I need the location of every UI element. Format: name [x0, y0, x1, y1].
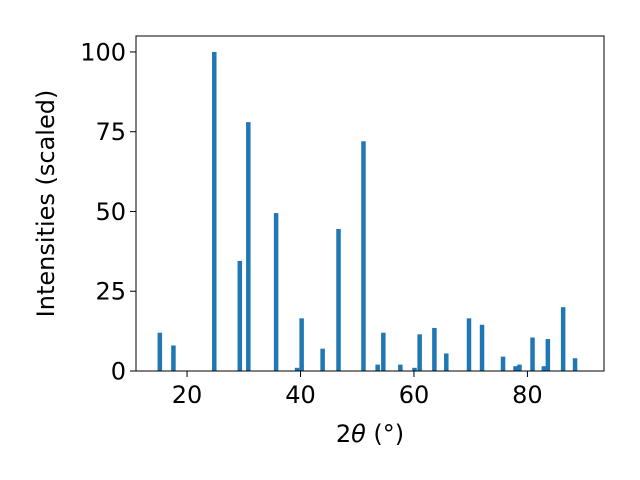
bar: [294, 367, 300, 371]
x-tick-label: 80: [512, 381, 543, 409]
bar: [466, 318, 472, 371]
bar: [381, 332, 386, 371]
bar: [299, 318, 304, 371]
bar: [273, 213, 279, 371]
y-tick-label: 0: [111, 358, 126, 386]
bar: [246, 122, 251, 371]
x-axis-label-unit: (°): [366, 420, 404, 448]
y-tick-label: 25: [95, 278, 126, 306]
x-tick-label: 40: [285, 381, 316, 409]
bar: [171, 345, 176, 371]
bar: [560, 307, 566, 371]
bar: [530, 337, 535, 371]
x-axis-label-number: 2: [336, 420, 351, 448]
bar: [157, 332, 163, 371]
bar: [336, 229, 341, 371]
bar: [517, 364, 522, 371]
bar: [572, 358, 578, 371]
bar: [212, 51, 217, 371]
bar: [375, 364, 380, 371]
x-axis: 20 40 60 80: [172, 371, 543, 409]
y-tick-label: 75: [95, 118, 126, 146]
bar: [545, 339, 551, 371]
x-tick-label: 20: [172, 381, 203, 409]
bar: [479, 324, 485, 371]
bar: [412, 367, 417, 371]
y-axis: 0 25 50 75 100: [80, 38, 136, 386]
bar: [541, 366, 547, 371]
y-axis-label: Intensities (scaled): [32, 90, 60, 318]
x-axis-label: 2θ (°): [336, 420, 404, 448]
bar: [320, 348, 325, 371]
plot-area-frame: [135, 35, 605, 372]
bar: [500, 356, 506, 371]
bar-series: [157, 51, 578, 371]
x-axis-label-theta: θ: [351, 420, 366, 448]
x-tick-label: 60: [399, 381, 430, 409]
bar: [417, 334, 422, 371]
bar: [237, 260, 243, 371]
bar: [361, 141, 366, 371]
bar: [398, 364, 403, 371]
bar: [432, 327, 437, 371]
y-tick-label: 100: [80, 38, 126, 66]
y-tick-label: 50: [95, 198, 126, 226]
bar: [513, 366, 518, 371]
bar: [444, 353, 449, 371]
